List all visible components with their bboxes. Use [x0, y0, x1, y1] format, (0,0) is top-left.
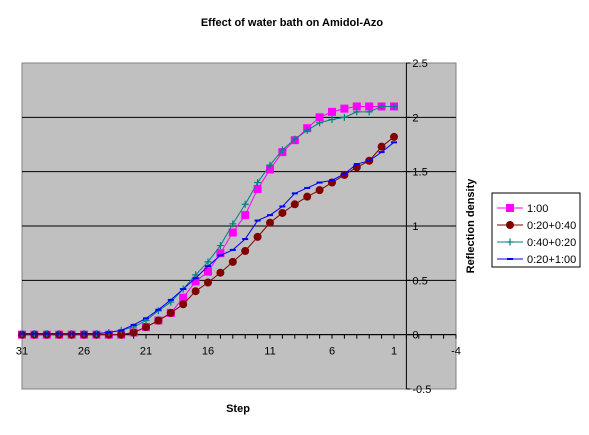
data-point — [228, 257, 237, 266]
y-tick-label: 0 — [412, 330, 418, 342]
legend-item: 1:00 — [497, 203, 548, 215]
data-point — [390, 102, 398, 110]
y-tick-label: 1.5 — [412, 167, 427, 179]
data-point — [266, 218, 274, 227]
data-point — [266, 161, 274, 169]
data-point — [340, 104, 349, 113]
data-point — [278, 146, 286, 154]
data-point — [241, 211, 250, 220]
x-tick-label: 1 — [391, 346, 397, 358]
data-point — [254, 179, 262, 187]
data-point — [216, 268, 225, 277]
x-tick-label: 16 — [202, 346, 214, 358]
data-point — [340, 113, 348, 121]
legend-items: 1:00 0:20+0:40 0:40+0:20 0:20+1:00 — [497, 203, 576, 266]
data-point — [328, 107, 336, 116]
y-tick-label: 1 — [412, 221, 418, 233]
data-point — [204, 258, 212, 266]
x-tick-label: 26 — [78, 346, 90, 358]
data-point — [241, 246, 250, 255]
y-axis-label: Reflection density — [465, 178, 477, 274]
legend-label: 1:00 — [527, 203, 548, 215]
data-point — [390, 132, 398, 141]
legend-item: 0:20+0:40 — [497, 220, 576, 232]
y-tick-label: 2 — [412, 112, 418, 124]
x-tick-label: -4 — [451, 346, 461, 358]
x-tick-label: 11 — [264, 346, 275, 358]
data-point — [228, 228, 237, 237]
x-tick-label: 31 — [16, 346, 28, 358]
legend-item: 0:20+1:00 — [497, 254, 576, 266]
x-axis-label: Step — [226, 403, 250, 415]
y-tick-label: 2.5 — [412, 58, 427, 70]
x-tick-label: 6 — [329, 346, 335, 358]
data-point — [506, 238, 514, 246]
data-point — [241, 200, 249, 208]
y-tick-label: 0.5 — [412, 275, 427, 287]
data-point — [328, 116, 336, 124]
data-point — [179, 293, 188, 302]
data-point — [204, 278, 212, 287]
series-layer — [18, 102, 398, 339]
legend-item: 0:40+0:20 — [497, 237, 576, 249]
data-point — [353, 108, 361, 116]
x-tick-label: 21 — [140, 346, 152, 358]
data-point — [216, 249, 225, 258]
data-point — [253, 232, 262, 241]
legend-label: 0:40+0:20 — [527, 237, 576, 249]
data-point — [290, 200, 299, 209]
data-point — [303, 126, 311, 134]
series-3 — [19, 141, 397, 335]
data-point — [166, 308, 175, 317]
data-point — [365, 108, 373, 116]
data-point — [229, 220, 237, 228]
data-point — [291, 135, 299, 143]
data-point — [315, 186, 324, 195]
data-point — [204, 267, 212, 276]
data-point — [316, 119, 324, 127]
legend-label: 0:20+1:00 — [527, 254, 576, 266]
data-point — [179, 300, 188, 309]
y-tick-label: -0.5 — [412, 384, 431, 396]
data-point — [303, 192, 312, 201]
legend-label: 0:20+0:40 — [527, 220, 576, 232]
data-point — [506, 221, 514, 229]
data-point — [154, 316, 163, 325]
data-point — [377, 142, 386, 151]
legend: 1:00 0:20+0:40 0:40+0:20 0:20+1:00 — [491, 192, 581, 268]
data-point — [191, 287, 200, 296]
data-point — [142, 323, 150, 332]
data-point — [378, 102, 386, 110]
data-point — [216, 242, 224, 250]
chart-title: Effect of water bath on Amidol-Azo — [201, 17, 384, 29]
data-point — [506, 204, 514, 212]
data-point — [278, 208, 287, 217]
